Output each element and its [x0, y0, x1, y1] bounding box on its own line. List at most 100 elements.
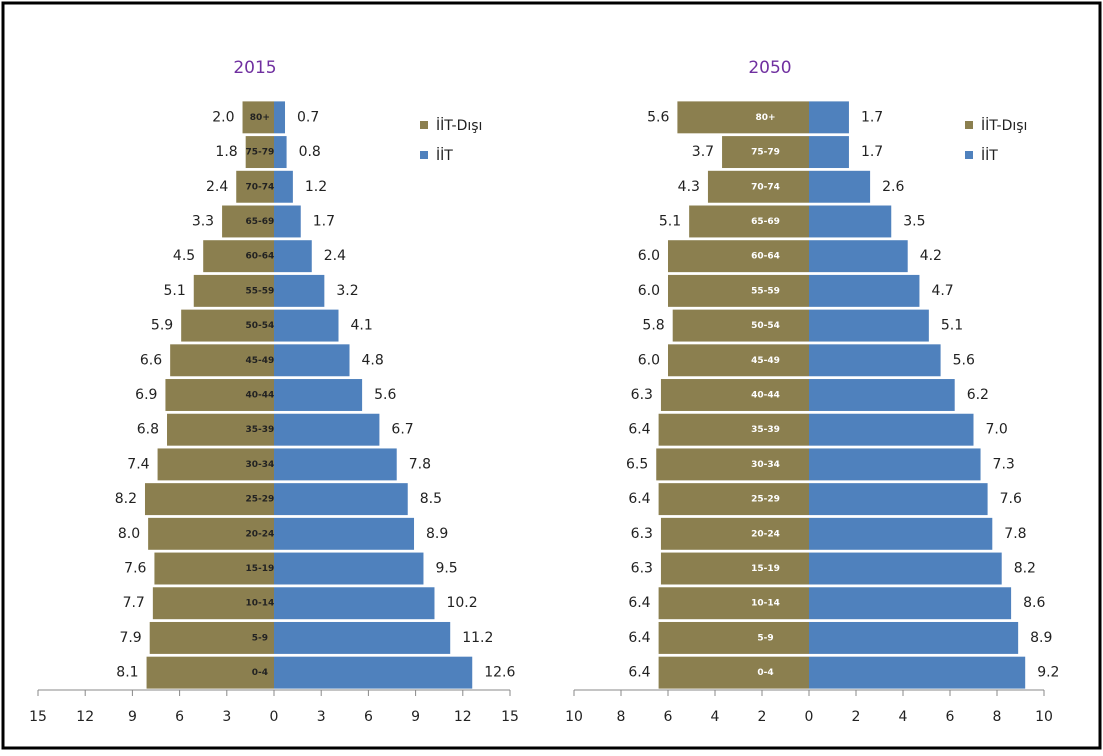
bar: [809, 587, 1012, 620]
data-label: 5.1: [659, 213, 681, 229]
data-label: 6.4: [628, 630, 650, 646]
bar: [658, 621, 809, 654]
x-tick-label: 9: [128, 709, 137, 725]
bar: [274, 483, 408, 516]
category-label: 10-14: [751, 599, 780, 609]
data-label: 8.2: [1014, 561, 1036, 577]
data-label: 8.1: [116, 665, 138, 681]
bar: [236, 170, 274, 203]
bar: [809, 448, 981, 481]
data-label: 6.6: [140, 352, 162, 368]
data-label: 7.0: [986, 422, 1008, 438]
category-label: 70-74: [245, 182, 274, 192]
data-label: 5.6: [647, 109, 669, 125]
bar: [274, 205, 301, 238]
x-tick-label: 0: [270, 709, 279, 725]
bar: [809, 656, 1026, 689]
bar: [809, 170, 871, 203]
bar: [274, 621, 451, 654]
data-label: 6.0: [638, 283, 660, 299]
data-label: 6.3: [631, 561, 653, 577]
data-label: 6.2: [967, 387, 989, 403]
x-tick-label: 6: [664, 709, 673, 725]
data-label: 8.0: [118, 526, 140, 542]
bar: [809, 621, 1019, 654]
bar: [181, 309, 274, 342]
bar: [809, 309, 929, 342]
data-label: 6.3: [631, 526, 653, 542]
bar: [658, 483, 809, 516]
data-label: 8.6: [1023, 595, 1045, 611]
bar: [809, 552, 1002, 585]
bar: [146, 656, 274, 689]
chart-title: 2015: [233, 58, 276, 78]
data-label: 8.2: [115, 491, 137, 507]
category-label: 45-49: [245, 356, 274, 366]
bar: [193, 274, 274, 307]
data-label: 6.0: [638, 248, 660, 264]
category-label: 45-49: [751, 356, 780, 366]
category-label: 25-29: [245, 495, 274, 505]
bar: [660, 552, 809, 585]
bar: [274, 587, 435, 620]
bar: [203, 240, 274, 273]
bar: [668, 274, 809, 307]
data-label: 1.7: [313, 213, 335, 229]
x-tick-label: 4: [711, 709, 720, 725]
data-label: 6.0: [638, 352, 660, 368]
data-label: 1.7: [861, 144, 883, 160]
data-label: 6.4: [628, 595, 650, 611]
x-tick-label: 2: [852, 709, 861, 725]
bar: [157, 448, 274, 481]
bar: [274, 170, 293, 203]
x-tick-label: 15: [29, 709, 47, 725]
data-label: 3.3: [192, 213, 214, 229]
data-label: 2.4: [324, 248, 346, 264]
category-label: 0-4: [757, 668, 773, 678]
data-label: 2.4: [206, 179, 228, 195]
x-tick-label: 8: [617, 709, 626, 725]
bar: [274, 448, 397, 481]
bar: [809, 517, 993, 550]
category-label: 65-69: [751, 217, 780, 227]
data-label: 7.8: [1004, 526, 1026, 542]
category-label: 60-64: [751, 252, 780, 262]
bar: [274, 309, 339, 342]
legend-label: İİT-Dışı: [981, 116, 1027, 134]
x-tick-label: 6: [364, 709, 373, 725]
data-label: 3.2: [336, 283, 358, 299]
category-label: 15-19: [751, 564, 780, 574]
category-label: 10-14: [245, 599, 274, 609]
bar: [167, 413, 274, 446]
bar: [668, 240, 809, 273]
x-tick-label: 6: [175, 709, 184, 725]
category-label: 5-9: [757, 633, 773, 643]
data-label: 1.2: [305, 179, 327, 195]
data-label: 1.7: [861, 109, 883, 125]
category-label: 25-29: [751, 495, 780, 505]
bar: [809, 344, 941, 377]
legend-swatch: [965, 121, 973, 129]
data-label: 0.8: [299, 144, 321, 160]
bar: [274, 274, 325, 307]
data-label: 4.2: [920, 248, 942, 264]
data-label: 5.6: [953, 352, 975, 368]
bar: [672, 309, 809, 342]
bar: [274, 552, 424, 585]
bar: [148, 517, 274, 550]
category-label: 40-44: [751, 391, 780, 401]
data-label: 6.7: [391, 422, 413, 438]
bar: [274, 240, 312, 273]
category-label: 75-79: [245, 148, 274, 158]
bar: [274, 656, 473, 689]
x-tick-label: 0: [805, 709, 814, 725]
data-label: 7.9: [119, 630, 141, 646]
category-label: 35-39: [751, 425, 780, 435]
legend-label: İİT-Dışı: [436, 116, 482, 134]
bar: [658, 656, 809, 689]
data-label: 7.6: [1000, 491, 1022, 507]
data-label: 10.2: [446, 595, 477, 611]
category-label: 20-24: [751, 529, 780, 539]
bar: [658, 587, 809, 620]
data-label: 6.4: [628, 422, 650, 438]
